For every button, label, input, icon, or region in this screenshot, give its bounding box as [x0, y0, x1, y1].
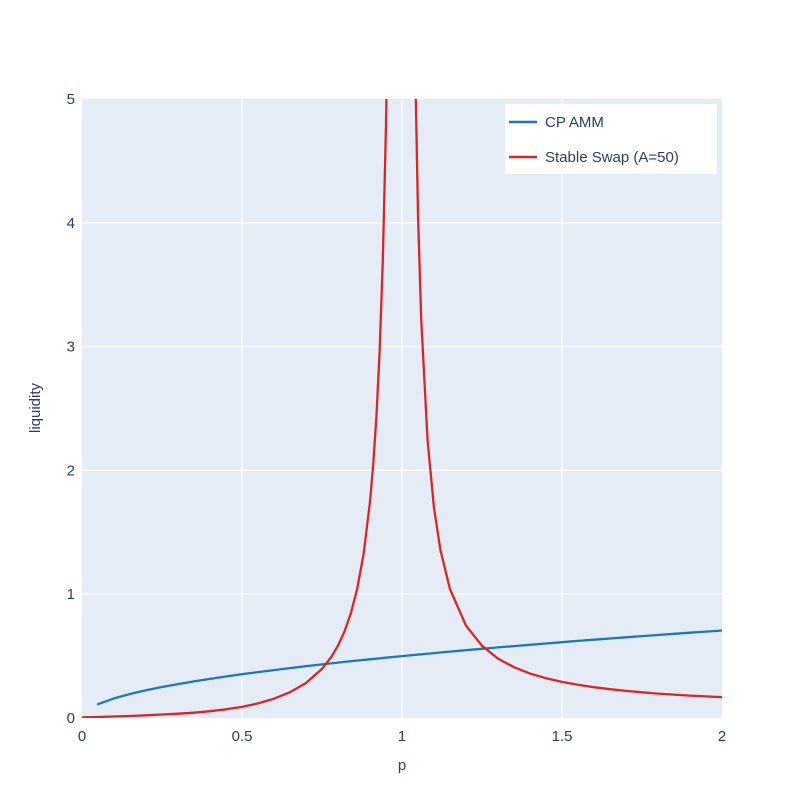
y-tick-label-2: 2: [67, 462, 75, 479]
x-tick-label-1: 1: [398, 728, 406, 745]
y-axis-title: liquidity: [27, 382, 44, 433]
y-tick-label-4: 4: [67, 215, 75, 232]
y-tick-label-0: 0: [67, 710, 75, 727]
legend-item-cp-amm[interactable]: CP AMM: [509, 114, 604, 131]
series-line-stable-swap-a-50-: [82, 99, 722, 718]
x-axis-title: p: [398, 757, 406, 774]
legend-label-stable-swap: Stable Swap (A=50): [545, 149, 679, 166]
x-tick-label-0: 0: [78, 728, 86, 745]
x-tick-label-0.5: 0.5: [232, 728, 253, 745]
y-tick-label-5: 5: [67, 91, 75, 108]
legend-label-cp-amm: CP AMM: [545, 114, 604, 131]
series-line-cp-amm: [96, 629, 722, 706]
y-tick-label-3: 3: [67, 339, 75, 356]
legend-box: [505, 104, 717, 174]
x-tick-label-2: 2: [718, 728, 726, 745]
y-tick-label-1: 1: [67, 586, 75, 603]
axis-tick-labels: 0 0.5 1 1.5 2 0 1 2 3 4 5: [67, 91, 727, 745]
gridlines: [82, 99, 722, 718]
legend: CP AMM Stable Swap (A=50): [505, 104, 717, 174]
x-tick-label-1.5: 1.5: [552, 728, 573, 745]
legend-item-stable-swap[interactable]: Stable Swap (A=50): [509, 149, 679, 166]
series-lines: [82, 99, 722, 718]
